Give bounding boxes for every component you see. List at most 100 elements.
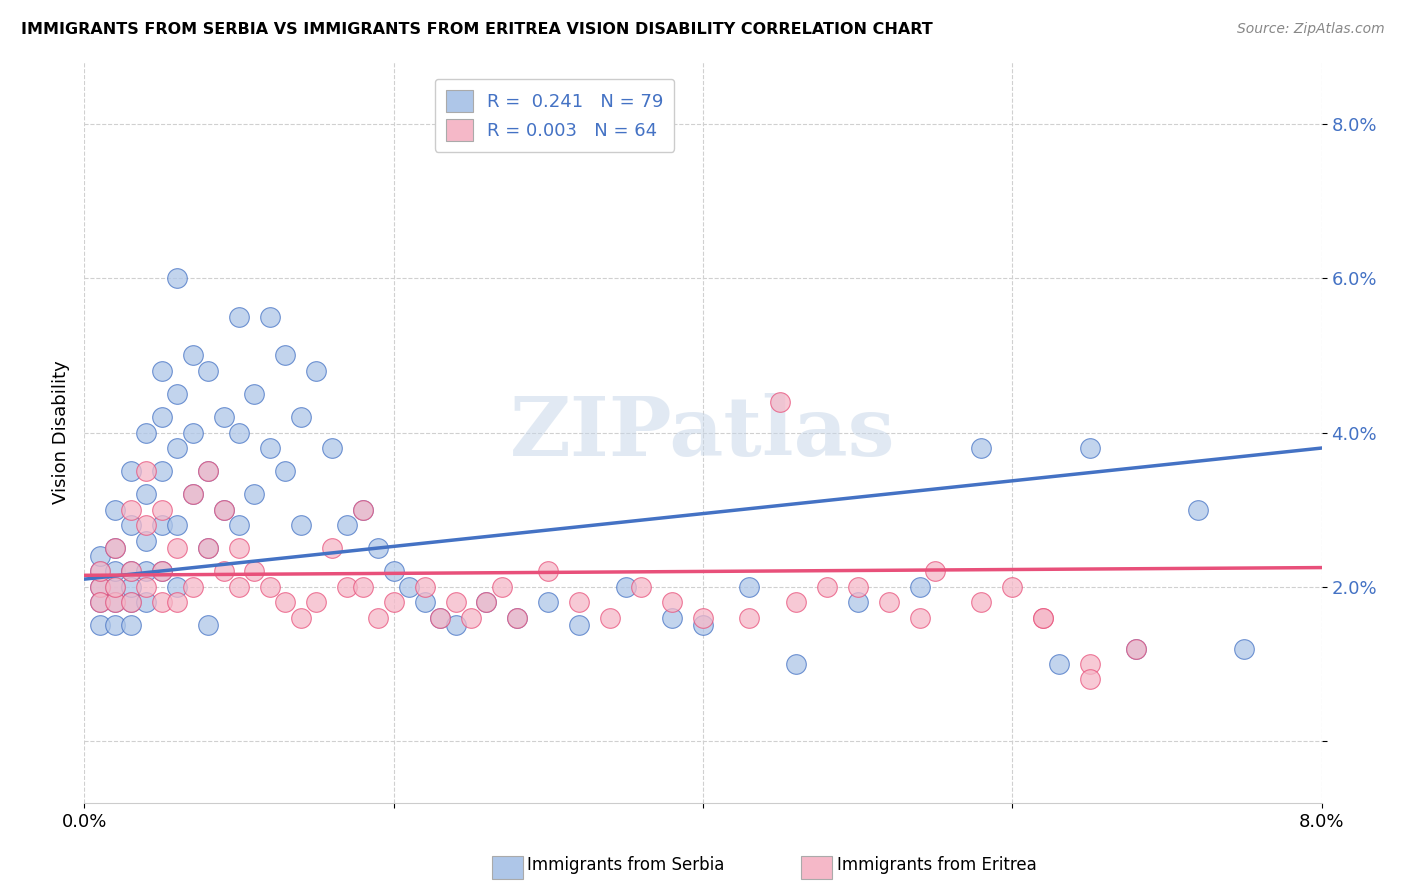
Point (104, 595, 127, 609)
Point (321, 541, 343, 556)
Point (537, 595, 560, 609)
Point (197, 541, 219, 556)
Point (738, 580, 761, 594)
Point (475, 595, 498, 609)
Point (970, 595, 993, 609)
Point (367, 611, 389, 625)
Point (382, 595, 405, 609)
Point (599, 611, 621, 625)
Point (290, 611, 312, 625)
Text: Source: ZipAtlas.com: Source: ZipAtlas.com (1237, 22, 1385, 37)
Point (197, 618, 219, 632)
Point (104, 595, 127, 609)
Point (413, 580, 436, 594)
Point (661, 611, 683, 625)
Point (537, 565, 560, 579)
Point (181, 580, 204, 594)
Point (120, 595, 142, 609)
Point (120, 595, 142, 609)
Point (89, 595, 111, 609)
Point (120, 518, 142, 533)
Point (166, 271, 188, 285)
Point (491, 580, 513, 594)
Point (336, 518, 359, 533)
Point (120, 565, 142, 579)
Point (228, 580, 250, 594)
Point (1125, 641, 1147, 656)
Point (1001, 580, 1024, 594)
Point (908, 580, 931, 594)
Point (135, 518, 157, 533)
Point (104, 565, 127, 579)
Point (970, 441, 993, 455)
Point (120, 565, 142, 579)
Point (1047, 657, 1070, 671)
Point (150, 502, 173, 516)
Point (274, 464, 297, 478)
Point (135, 425, 157, 440)
Point (846, 595, 869, 609)
Point (212, 565, 235, 579)
Point (228, 425, 250, 440)
Point (1078, 441, 1101, 455)
Point (228, 518, 250, 533)
Point (197, 364, 219, 378)
Point (150, 565, 173, 579)
Point (661, 595, 683, 609)
Point (846, 580, 869, 594)
Point (120, 502, 142, 516)
Point (321, 441, 343, 455)
Point (692, 618, 714, 632)
Point (908, 611, 931, 625)
Point (197, 464, 219, 478)
Point (135, 533, 157, 548)
Point (166, 580, 188, 594)
Point (785, 595, 807, 609)
Point (877, 595, 900, 609)
Point (352, 502, 374, 516)
Point (104, 541, 127, 556)
Point (228, 541, 250, 556)
Point (212, 502, 235, 516)
Point (444, 595, 467, 609)
Point (135, 580, 157, 594)
Point (336, 580, 359, 594)
Point (166, 518, 188, 533)
Point (150, 518, 173, 533)
Point (166, 541, 188, 556)
Point (444, 618, 467, 632)
Legend: R =  0.241   N = 79, R = 0.003   N = 64: R = 0.241 N = 79, R = 0.003 N = 64 (434, 78, 675, 152)
Point (429, 611, 451, 625)
Point (352, 502, 374, 516)
Point (382, 565, 405, 579)
Point (1187, 502, 1209, 516)
Point (104, 541, 127, 556)
Point (212, 410, 235, 425)
Point (243, 487, 266, 501)
Point (150, 565, 173, 579)
Text: Immigrants from Serbia: Immigrants from Serbia (527, 856, 724, 874)
Point (181, 349, 204, 363)
Point (785, 657, 807, 671)
Point (104, 618, 127, 632)
Point (243, 387, 266, 401)
Point (259, 441, 281, 455)
Point (352, 580, 374, 594)
Point (305, 595, 328, 609)
Point (120, 618, 142, 632)
Point (228, 310, 250, 324)
Point (290, 410, 312, 425)
Point (692, 611, 714, 625)
Point (1032, 611, 1054, 625)
Point (89, 549, 111, 563)
Point (104, 580, 127, 594)
Point (506, 611, 529, 625)
Point (413, 595, 436, 609)
Point (568, 595, 591, 609)
Point (815, 580, 838, 594)
Text: IMMIGRANTS FROM SERBIA VS IMMIGRANTS FROM ERITREA VISION DISABILITY CORRELATION : IMMIGRANTS FROM SERBIA VS IMMIGRANTS FRO… (21, 22, 932, 37)
Point (150, 595, 173, 609)
Text: ZIPatlas: ZIPatlas (510, 392, 896, 473)
Point (135, 464, 157, 478)
Point (429, 611, 451, 625)
